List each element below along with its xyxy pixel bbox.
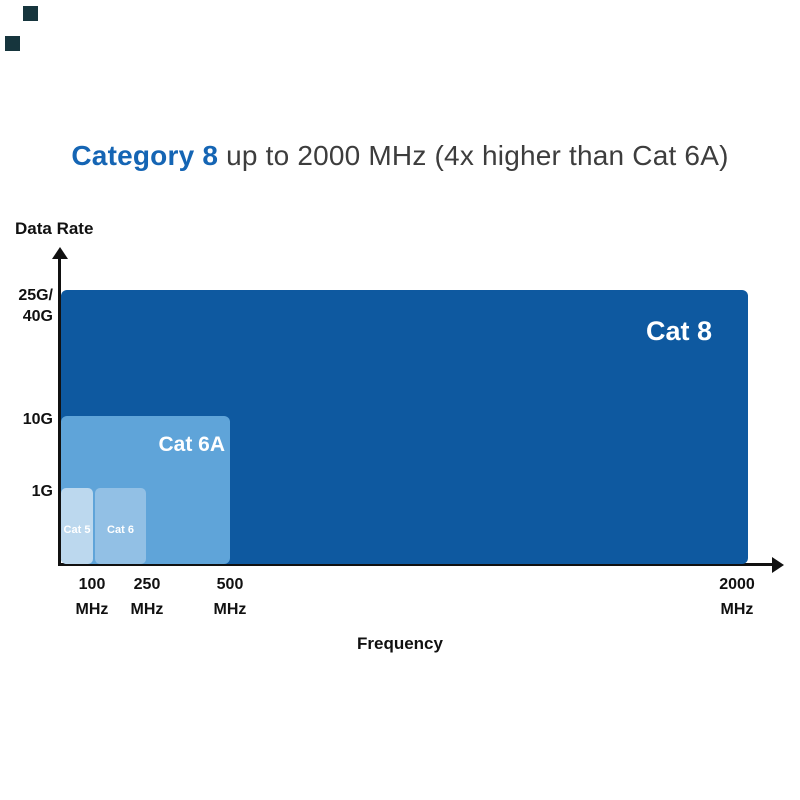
title-rest: up to 2000 MHz (4x higher than Cat 6A) xyxy=(218,140,729,171)
x-tick-2000mhz: 2000 MHz xyxy=(719,576,755,618)
chart-title: Category 8 up to 2000 MHz (4x higher tha… xyxy=(0,140,800,172)
x-tick-500mhz: 500 MHz xyxy=(213,576,247,618)
cat6-area: Cat 6 xyxy=(95,488,146,564)
y-axis-line xyxy=(58,258,61,566)
x-tick-100mhz: 100 MHz xyxy=(75,576,109,618)
x-tick-250mhz: 250 MHz xyxy=(130,576,164,618)
x-axis-arrow-icon xyxy=(772,557,784,573)
y-tick-25g-40g: 25G/ 40G xyxy=(18,287,53,325)
x-axis-line xyxy=(58,563,774,566)
decorative-corner-mark xyxy=(23,6,38,21)
y-axis-arrow-icon xyxy=(52,247,68,259)
cat6-label: Cat 6 xyxy=(107,524,134,536)
y-axis-label: Data Rate xyxy=(15,219,94,238)
cat6a-label: Cat 6A xyxy=(158,433,225,456)
cat8-label: Cat 8 xyxy=(645,316,712,346)
x-axis-label: Frequency xyxy=(357,634,443,653)
title-highlight: Category 8 xyxy=(71,140,219,171)
cat5-area: Cat 5 xyxy=(61,488,93,564)
y-tick-10g: 10G xyxy=(22,411,53,428)
cat5-label: Cat 5 xyxy=(63,524,91,536)
decorative-corner-mark xyxy=(5,36,20,51)
y-tick-1g: 1G xyxy=(31,483,53,500)
